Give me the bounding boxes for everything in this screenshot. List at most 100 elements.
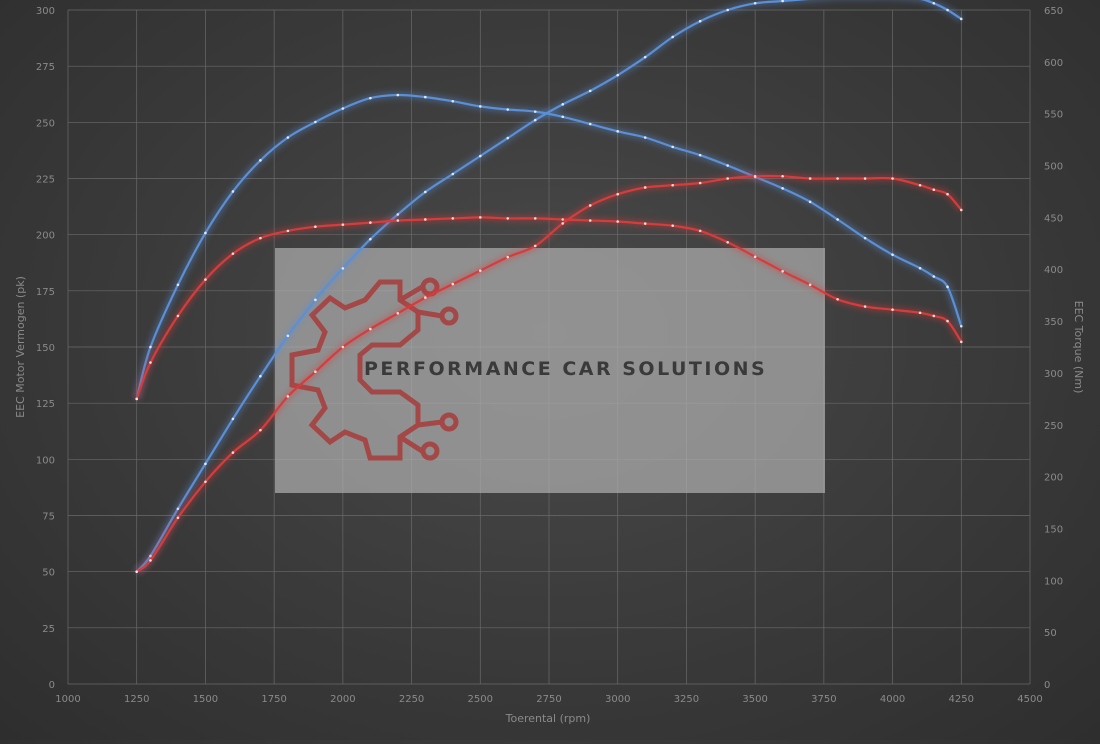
data-point [506,217,509,220]
data-point [836,218,839,221]
data-point [589,204,592,207]
y-tick-label: 250 [36,118,55,129]
data-point [534,119,537,122]
x-tick-label: 2000 [330,694,355,705]
data-point [699,20,702,23]
data-point [644,222,647,225]
data-point [561,116,564,119]
data-point [781,187,784,190]
data-point [891,253,894,256]
data-point [397,213,400,216]
x-tick-label: 4250 [949,694,974,705]
data-point [644,136,647,139]
data-point [424,191,427,194]
y-tick-label: 100 [36,455,55,466]
data-point [644,186,647,189]
data-point [424,296,427,299]
data-point [616,74,619,77]
y2-tick-label: 500 [1044,162,1063,173]
data-point [287,395,290,398]
data-point [671,224,674,227]
data-point [946,193,949,196]
data-point [479,155,482,158]
data-point [809,283,812,286]
data-point [960,325,963,328]
data-point [754,2,757,5]
data-point [135,570,138,573]
data-point [946,320,949,323]
data-point [534,110,537,113]
data-point [726,164,729,167]
data-point [177,315,180,318]
data-point [534,217,537,220]
data-point [424,96,427,99]
data-point [589,219,592,222]
x-tick-label: 2500 [468,694,493,705]
data-point [314,121,317,124]
data-point [479,105,482,108]
data-point [369,238,372,241]
data-point [479,269,482,272]
y-tick-label: 125 [36,399,55,410]
y-tick-label: 0 [49,680,55,691]
y2-tick-label: 600 [1044,58,1063,69]
data-point [452,217,455,220]
data-point [452,100,455,103]
data-point [933,2,936,5]
data-point [891,308,894,311]
data-point [506,108,509,111]
data-point [781,175,784,178]
data-point [933,315,936,318]
data-point [479,216,482,219]
data-point [919,311,922,314]
data-point [342,107,345,110]
x-tick-label: 3000 [605,694,630,705]
y-tick-label: 75 [42,512,55,523]
data-point [314,299,317,302]
data-point [836,298,839,301]
y-tick-label: 275 [36,62,55,73]
data-point [506,137,509,140]
y-tick-label: 25 [42,624,55,635]
data-point [754,255,757,258]
data-point [149,361,152,364]
data-point [135,398,138,401]
data-point [287,334,290,337]
data-point [864,177,867,180]
y-tick-label: 175 [36,287,55,298]
x-tick-label: 4500 [1017,694,1042,705]
data-point [781,270,784,273]
data-point [809,201,812,204]
y2-tick-label: 100 [1044,576,1063,587]
data-point [933,188,936,191]
data-point [177,507,180,510]
data-point [616,193,619,196]
y2-tick-label: 650 [1044,6,1063,17]
y-axis-title: EEC Motor Vermogen (pk) [14,276,27,418]
data-point [369,97,372,100]
data-point [259,375,262,378]
y2-axis-title: EEC Torque (Nm) [1072,301,1085,394]
x-tick-label: 1000 [55,694,80,705]
x-tick-label: 3500 [742,694,767,705]
data-point [314,225,317,228]
data-point [424,218,427,221]
data-point [726,177,729,180]
x-tick-label: 1750 [261,694,286,705]
data-point [960,341,963,344]
watermark-text: PERFORMANCE CAR SOLUTIONS [364,358,767,380]
data-point [342,346,345,349]
y-tick-label: 50 [42,568,55,579]
watermark: PERFORMANCE CAR SOLUTIONS [275,248,825,493]
data-point [369,221,372,224]
data-point [259,237,262,240]
data-point [671,36,674,39]
data-point [726,241,729,244]
y2-tick-label: 300 [1044,369,1063,380]
data-point [149,559,152,562]
x-axis-title: Toerental (rpm) [505,712,591,725]
data-point [933,275,936,278]
x-tick-label: 4000 [880,694,905,705]
